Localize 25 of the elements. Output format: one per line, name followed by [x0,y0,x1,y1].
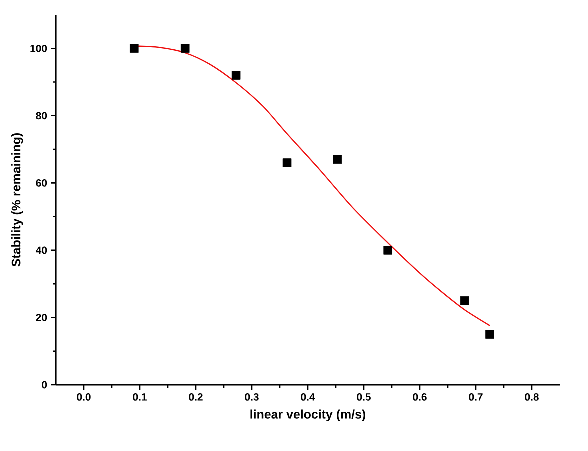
y-tick-label: 40 [36,246,48,254]
point [232,71,241,80]
point [384,246,392,255]
x-tick-label: 0.8 [525,394,539,401]
x-tick-label: 0.6 [413,394,427,401]
x-tick-label: 0.3 [245,394,259,401]
x-tick-label: 0.7 [469,394,483,401]
x-tick-label: 0.1 [133,394,147,401]
x-axis-title: linear velocity (m/s) [250,410,366,422]
y-axis-title: Stability (% remaining) [12,134,24,267]
x-tick-label: 0.5 [357,394,371,401]
x-tick-label: 0.4 [301,394,316,401]
point [180,44,190,54]
y-tick-label: 60 [36,179,48,187]
x-tick-label: 0.2 [189,394,203,401]
point [130,44,139,54]
x-tick-label: 0.0 [77,394,91,401]
y-tick-label: 0 [42,381,48,389]
point [460,296,470,306]
point [333,155,342,164]
y-tick-label: 80 [36,112,48,120]
point [486,330,494,339]
y-tick-label: 20 [36,314,48,322]
point [282,158,292,168]
y-tick-label: 100 [30,44,48,52]
